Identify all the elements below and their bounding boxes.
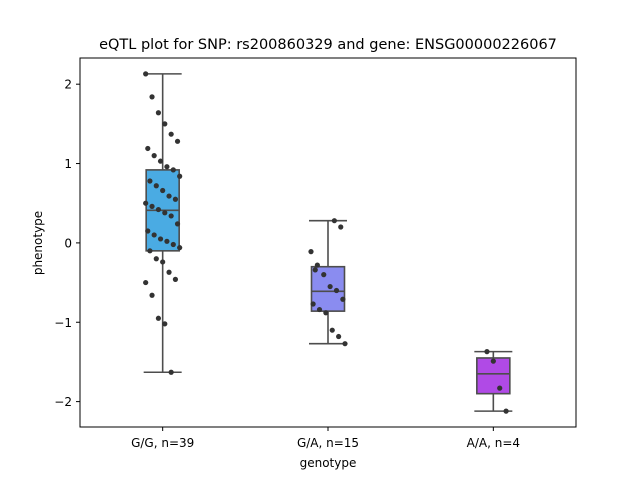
data-point xyxy=(149,203,155,209)
data-point xyxy=(168,131,174,137)
axes: −2 −1 0 1 2 G/G, n=39 G/A, n=15 A/A, n=4 xyxy=(54,78,520,450)
data-point xyxy=(170,241,176,248)
data-point xyxy=(157,158,164,164)
x-tick-label: G/A, n=15 xyxy=(297,436,359,450)
data-point xyxy=(336,333,342,340)
data-point xyxy=(145,228,151,234)
data-point xyxy=(342,341,348,347)
data-point xyxy=(310,301,316,307)
data-point xyxy=(323,310,329,316)
plot-area xyxy=(143,71,513,414)
box xyxy=(310,265,346,312)
y-axis-label: phenotype xyxy=(31,211,45,275)
data-point xyxy=(321,272,327,278)
y-tick-label: −1 xyxy=(54,316,72,330)
data-point xyxy=(497,385,503,391)
data-point xyxy=(162,121,168,127)
data-point xyxy=(160,259,166,265)
data-point xyxy=(143,200,149,206)
x-axis-label: genotype xyxy=(300,456,357,470)
data-point xyxy=(164,164,170,170)
x-tick-label: A/A, n=4 xyxy=(467,436,520,450)
data-point xyxy=(314,262,320,268)
data-point xyxy=(155,315,162,321)
data-point xyxy=(151,232,157,238)
data-point xyxy=(162,321,168,327)
data-point xyxy=(157,236,164,242)
data-point xyxy=(155,206,162,213)
data-point xyxy=(149,292,155,298)
data-point xyxy=(177,245,183,251)
y-tick-label: 0 xyxy=(64,236,72,250)
data-point xyxy=(168,369,174,375)
data-point xyxy=(170,167,176,173)
data-point xyxy=(338,224,344,230)
data-point xyxy=(177,173,183,179)
data-point xyxy=(164,238,170,244)
data-point xyxy=(153,183,159,189)
data-point xyxy=(149,94,155,100)
data-point xyxy=(166,269,172,275)
data-point xyxy=(327,283,333,290)
data-point xyxy=(174,221,181,227)
data-point xyxy=(484,349,490,355)
data-point xyxy=(340,296,346,302)
chart-title: eQTL plot for SNP: rs200860329 and gene:… xyxy=(99,37,557,53)
data-point xyxy=(168,213,174,219)
data-point xyxy=(155,110,162,116)
data-point xyxy=(312,267,318,273)
data-point xyxy=(160,187,166,194)
data-point xyxy=(333,287,340,294)
data-point xyxy=(145,145,151,152)
data-point xyxy=(166,193,172,199)
x-tick-label: G/G, n=39 xyxy=(131,436,194,450)
data-point xyxy=(503,408,509,414)
data-point xyxy=(308,249,314,255)
data-point xyxy=(151,153,157,159)
data-point xyxy=(316,306,323,313)
y-tick-label: −2 xyxy=(54,395,72,409)
data-point xyxy=(329,327,335,333)
data-point xyxy=(153,256,159,262)
data-point xyxy=(174,138,181,144)
y-tick-label: 2 xyxy=(64,78,72,92)
y-tick-label: 1 xyxy=(64,157,72,171)
data-point xyxy=(162,210,168,216)
data-point xyxy=(172,196,179,202)
data-point xyxy=(172,276,179,282)
data-point xyxy=(143,71,149,77)
box xyxy=(476,357,511,395)
data-point xyxy=(331,218,337,224)
data-point xyxy=(490,358,496,364)
data-point xyxy=(147,178,153,184)
data-point xyxy=(147,248,153,254)
data-point xyxy=(143,279,149,286)
